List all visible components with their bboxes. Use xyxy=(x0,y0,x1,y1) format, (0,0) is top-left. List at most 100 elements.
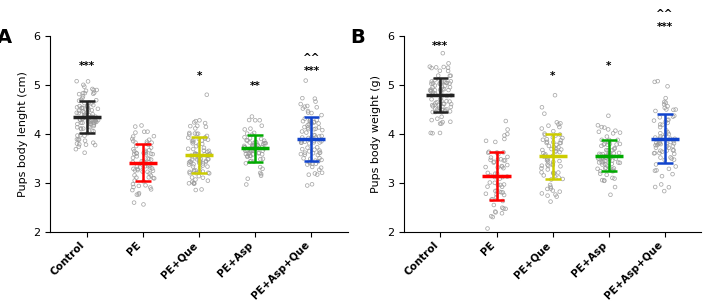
Point xyxy=(83,124,94,129)
Point xyxy=(536,170,547,175)
Point xyxy=(184,130,195,135)
Point xyxy=(184,132,195,137)
Point xyxy=(76,120,87,125)
Point xyxy=(71,125,83,130)
Point xyxy=(198,148,209,153)
Point xyxy=(488,160,499,165)
Point xyxy=(425,130,436,135)
Point xyxy=(131,144,142,149)
Point xyxy=(302,145,313,150)
Point xyxy=(654,140,665,145)
Point xyxy=(599,141,610,146)
Point xyxy=(648,118,660,123)
Point xyxy=(70,147,81,152)
Point xyxy=(604,192,616,197)
Point xyxy=(306,121,317,126)
Point xyxy=(139,150,151,154)
Point xyxy=(599,125,610,130)
Text: ***: *** xyxy=(432,41,448,51)
Point xyxy=(299,116,310,121)
Point xyxy=(127,155,139,160)
Point xyxy=(88,120,100,125)
Point xyxy=(653,142,664,146)
Point xyxy=(78,126,89,131)
Point xyxy=(247,144,258,149)
Point xyxy=(604,166,616,171)
Point xyxy=(189,155,201,160)
Point xyxy=(547,163,559,168)
Point xyxy=(597,160,609,165)
Point xyxy=(138,150,149,155)
Point xyxy=(436,81,447,86)
Point xyxy=(599,178,610,183)
Text: B: B xyxy=(351,28,365,47)
Point xyxy=(253,150,264,155)
Point xyxy=(445,102,457,107)
Point xyxy=(427,110,438,115)
Point xyxy=(145,173,156,178)
Point xyxy=(539,153,551,158)
Point xyxy=(489,175,501,180)
Point xyxy=(134,165,146,170)
Point xyxy=(312,153,324,157)
Point xyxy=(592,166,603,171)
Point xyxy=(305,117,316,122)
Point xyxy=(146,187,157,192)
Point xyxy=(313,134,325,139)
Point xyxy=(492,165,503,170)
Point xyxy=(255,137,267,142)
Point xyxy=(489,203,500,208)
Point xyxy=(668,148,679,153)
Point xyxy=(76,127,87,132)
Point xyxy=(483,149,494,154)
Point xyxy=(433,73,444,78)
Point xyxy=(316,113,327,118)
Point xyxy=(255,170,266,175)
Point xyxy=(496,164,508,169)
Point xyxy=(144,157,155,161)
Point xyxy=(147,152,158,157)
Point xyxy=(551,120,563,125)
Point xyxy=(438,102,450,107)
Point xyxy=(90,98,102,103)
Point xyxy=(502,127,513,132)
Point xyxy=(614,160,626,165)
Point xyxy=(554,159,565,164)
Point xyxy=(555,141,566,146)
Point xyxy=(490,209,501,214)
Point xyxy=(74,104,85,109)
Point xyxy=(316,134,327,138)
Point xyxy=(431,107,443,112)
Point xyxy=(83,115,95,120)
Point xyxy=(246,114,257,119)
Point xyxy=(79,138,90,143)
Point xyxy=(81,104,93,109)
Point xyxy=(146,157,157,162)
Point xyxy=(78,113,90,118)
Point xyxy=(496,205,508,210)
Point xyxy=(427,131,438,136)
Point xyxy=(542,156,553,161)
Point xyxy=(77,95,88,100)
Point xyxy=(669,136,680,141)
Point xyxy=(440,107,452,112)
Point xyxy=(188,168,199,173)
Point xyxy=(548,140,559,145)
Point xyxy=(430,106,441,111)
Point xyxy=(312,145,323,150)
Point xyxy=(601,148,612,153)
Point xyxy=(201,153,212,158)
Point xyxy=(82,104,93,109)
Point xyxy=(183,181,194,186)
Point xyxy=(138,179,149,184)
Point xyxy=(316,157,327,162)
Point xyxy=(138,202,149,207)
Point xyxy=(302,103,313,108)
Point xyxy=(539,152,551,157)
Point xyxy=(663,146,674,150)
Point xyxy=(201,92,212,97)
Point xyxy=(441,94,452,99)
Point xyxy=(296,140,307,145)
Point xyxy=(437,87,448,92)
Point xyxy=(436,99,447,103)
